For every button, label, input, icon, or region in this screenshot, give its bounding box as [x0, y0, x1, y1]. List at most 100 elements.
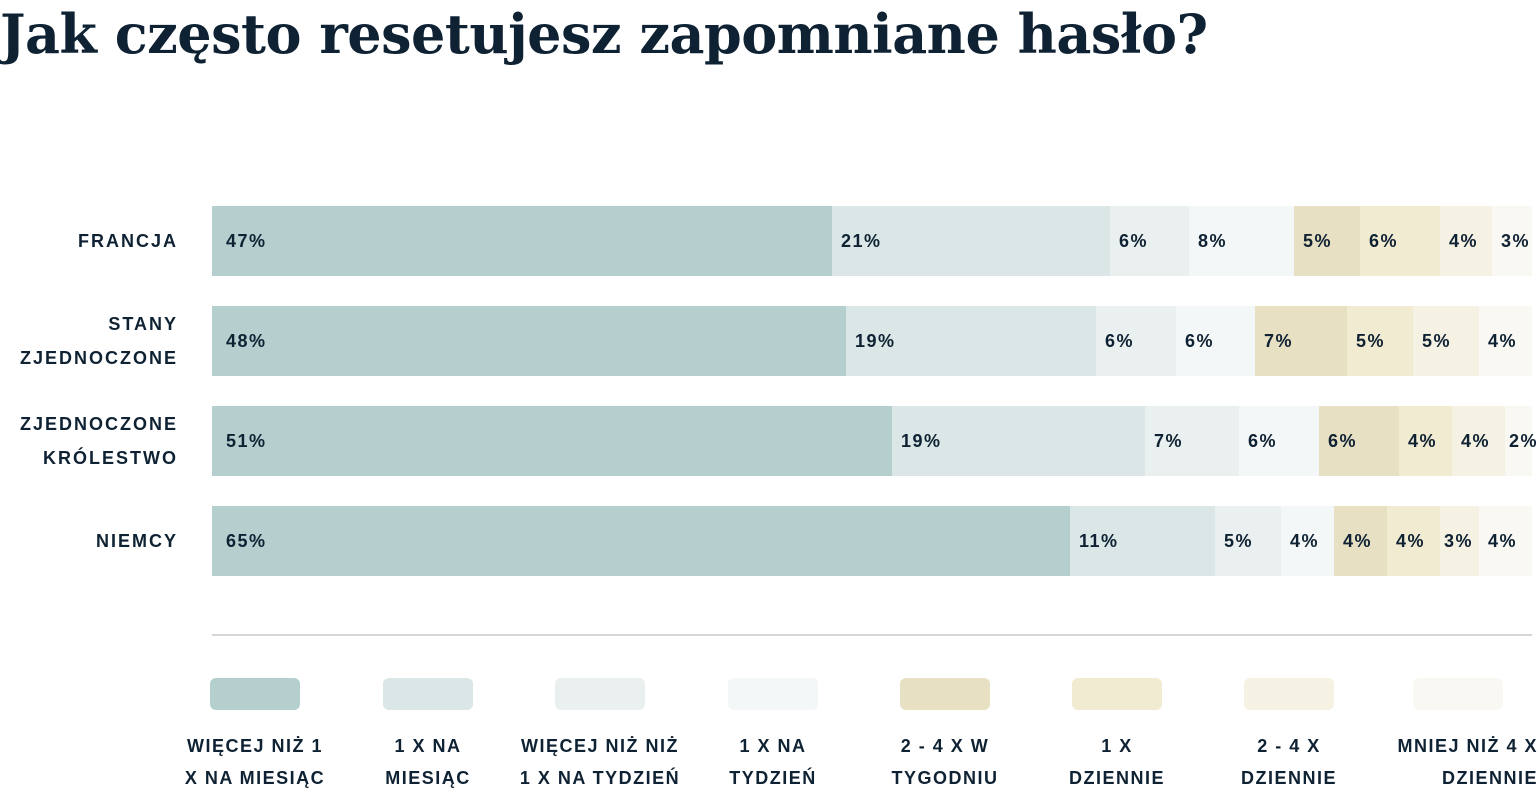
bar-segment [1479, 506, 1532, 576]
legend-swatch [1413, 678, 1503, 710]
legend-label-line: WIĘCEJ NIŻ 1 [186, 736, 324, 756]
data-label: 4% [1449, 231, 1479, 251]
row-label-line: KRÓLESTWO [43, 448, 178, 468]
data-label: 19% [901, 431, 942, 451]
legend-label: 2 - 4 X W TYGODNIU [855, 730, 1035, 794]
data-label: 11% [1079, 531, 1119, 551]
row-label: ZJEDNOCZONE KRÓLESTWO [0, 407, 178, 475]
legend-label-line: 1 X NA [739, 736, 807, 756]
bar-segment [1319, 406, 1399, 476]
bar-segment [892, 406, 1145, 476]
data-label: 4% [1408, 431, 1438, 451]
data-label: 6% [1185, 331, 1215, 351]
data-label: 5% [1224, 531, 1254, 551]
bar-segment [1189, 206, 1294, 276]
data-label: 2% [1509, 431, 1539, 451]
stacked-bar: 65% 11% 5% 4% 4% 4% 3% 4% [212, 506, 1532, 576]
data-label: 7% [1154, 431, 1184, 451]
bar-segment [1347, 306, 1413, 376]
legend-swatch [1244, 678, 1334, 710]
data-label: 4% [1488, 331, 1518, 351]
bar-segment [212, 306, 846, 376]
bar-segment [1215, 506, 1281, 576]
legend-label: 1 X NA MIESIĄC [338, 730, 518, 794]
legend-swatch [383, 678, 473, 710]
row-label-line: ZJEDNOCZONE [19, 348, 178, 368]
legend-label: 1 X DZIENNIE [1027, 730, 1207, 794]
legend-label: 2 - 4 X DZIENNIE [1199, 730, 1379, 794]
data-label: 4% [1488, 531, 1518, 551]
legend-label-line: MNIEJ NIŻ 4 X [1397, 736, 1538, 756]
bar-segment [1479, 306, 1532, 376]
bar-segment [1110, 206, 1189, 276]
stacked-bar: 47% 21% 6% 8% 5% 6% 4% 3% [212, 206, 1532, 276]
data-label: 5% [1422, 331, 1452, 351]
bar-segment [1452, 406, 1505, 476]
bar-segment [1176, 306, 1255, 376]
data-label: 3% [1444, 531, 1474, 551]
data-label: 19% [855, 331, 896, 351]
data-label: 6% [1369, 231, 1399, 251]
bar-segment [212, 506, 1070, 576]
legend-label: WIĘCEJ NIŻ 1 X NA MIESIĄC [165, 730, 345, 794]
bar-segment [1070, 506, 1215, 576]
bar-segment [1413, 306, 1479, 376]
legend-label-line: WIĘCEJ NIŻ NIŻ [520, 736, 679, 756]
data-label: 7% [1264, 331, 1294, 351]
legend-label: WIĘCEJ NIŻ NIŻ 1 X NA TYDZIEŃ [510, 730, 690, 794]
row-label: NIEMCY [0, 524, 178, 558]
data-label: 48% [226, 331, 267, 351]
data-label: 5% [1356, 331, 1386, 351]
legend-swatch [210, 678, 300, 710]
legend-label-line: TYGODNIU [891, 768, 999, 788]
bar-segment [1281, 506, 1334, 576]
legend-label-line: MIESIĄC [385, 768, 471, 788]
data-label: 4% [1290, 531, 1320, 551]
bar-segment [212, 406, 892, 476]
bar-segment [1096, 306, 1176, 376]
bar-segment [846, 306, 1096, 376]
legend-label: 1 X NA TYDZIEŃ [683, 730, 863, 794]
legend-swatch [728, 678, 818, 710]
legend-label-line: X NA MIESIĄC [184, 768, 326, 788]
data-label: 8% [1198, 231, 1228, 251]
data-label: 5% [1303, 231, 1333, 251]
bar-segment [1492, 206, 1532, 276]
data-label: 6% [1119, 231, 1149, 251]
data-label: 65% [226, 531, 267, 551]
row-label-line: ZJEDNOCZONE [19, 414, 178, 434]
bar-segment [832, 206, 1110, 276]
bar-segment [212, 206, 832, 276]
legend-label-line: 1 X NA TYDZIEŃ [519, 768, 681, 788]
legend-label-line: DZIENNIE [1441, 768, 1538, 788]
bar-segment [1239, 406, 1319, 476]
bar-segment [1255, 306, 1347, 376]
legend-label-line: TYDZIEŃ [729, 768, 817, 788]
bar-segment [1387, 506, 1440, 576]
data-label: 21% [841, 231, 882, 251]
bar-segment [1440, 206, 1492, 276]
data-label: 6% [1328, 431, 1358, 451]
stacked-bar: 48% 19% 6% 6% 7% 5% 5% 4% [212, 306, 1532, 376]
bar-segment [1334, 506, 1387, 576]
row-label-line: STANY [108, 314, 178, 334]
bar-segment [1399, 406, 1452, 476]
legend-swatch [555, 678, 645, 710]
legend-swatch [1072, 678, 1162, 710]
legend-label-line: 1 X [1101, 736, 1133, 756]
legend-label-line: 1 X NA [394, 736, 462, 756]
row-label: STANY ZJEDNOCZONE [0, 307, 178, 375]
bar-segment [1145, 406, 1239, 476]
legend-swatch [900, 678, 990, 710]
legend-label-line: 2 - 4 X W [900, 736, 990, 756]
chart-title: Jak często resetujesz zapomniane hasło? [0, 2, 1208, 66]
data-label: 6% [1248, 431, 1278, 451]
data-label: 3% [1501, 231, 1531, 251]
data-label: 47% [226, 231, 267, 251]
row-label-line: NIEMCY [95, 531, 178, 551]
data-label: 4% [1461, 431, 1491, 451]
data-label: 4% [1396, 531, 1426, 551]
legend-label-line: DZIENNIE [1240, 768, 1337, 788]
legend-label-line: DZIENNIE [1068, 768, 1165, 788]
data-label: 4% [1343, 531, 1373, 551]
